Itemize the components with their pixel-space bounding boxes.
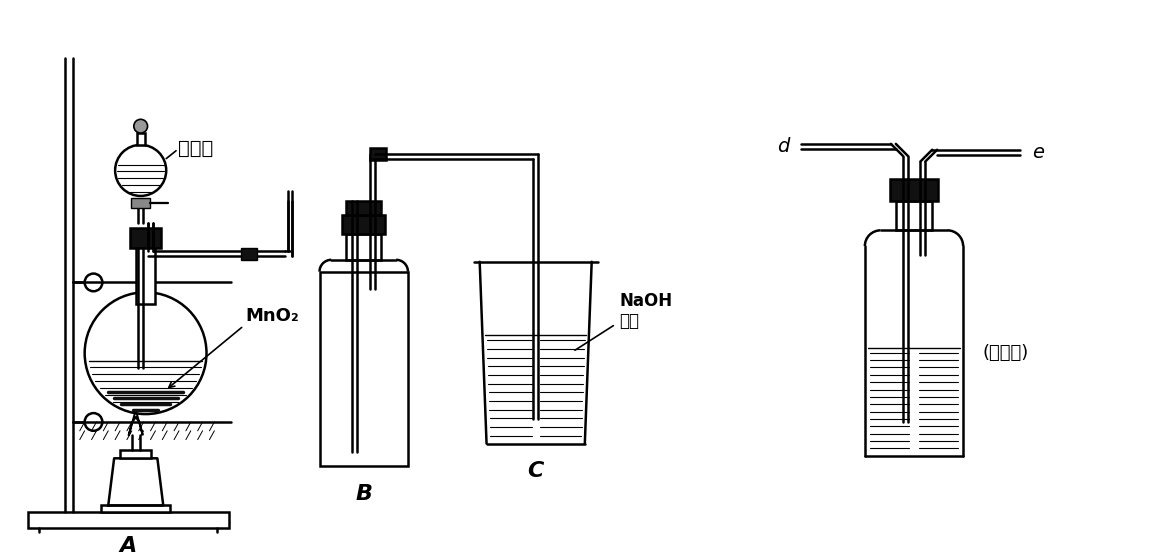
Bar xyxy=(137,133,145,145)
Circle shape xyxy=(85,273,102,291)
Polygon shape xyxy=(108,458,163,506)
Bar xyxy=(319,272,408,466)
Bar xyxy=(896,201,932,230)
Bar xyxy=(101,506,170,512)
Bar xyxy=(130,228,161,248)
Text: C: C xyxy=(527,461,543,481)
Text: e: e xyxy=(1032,143,1044,162)
Bar xyxy=(346,234,381,260)
Circle shape xyxy=(115,145,167,196)
Text: NaOH
溶液: NaOH 溶液 xyxy=(619,291,672,330)
Bar xyxy=(342,215,385,234)
Circle shape xyxy=(85,413,102,431)
Polygon shape xyxy=(479,262,592,444)
Bar xyxy=(890,179,938,201)
Text: d: d xyxy=(777,137,789,156)
Circle shape xyxy=(85,292,207,414)
Text: A: A xyxy=(119,536,137,556)
Text: B: B xyxy=(355,484,372,504)
Bar xyxy=(119,450,152,458)
Text: (洗气瓶): (洗气瓶) xyxy=(982,344,1030,362)
Bar xyxy=(241,248,256,260)
Bar xyxy=(28,512,229,528)
Text: 浓盐酸: 浓盐酸 xyxy=(178,140,214,158)
Bar xyxy=(370,148,386,160)
Bar xyxy=(136,243,155,304)
Text: MnO₂: MnO₂ xyxy=(246,307,300,325)
Bar xyxy=(131,198,151,208)
Circle shape xyxy=(133,119,147,133)
Bar xyxy=(346,201,381,215)
Polygon shape xyxy=(129,410,142,435)
